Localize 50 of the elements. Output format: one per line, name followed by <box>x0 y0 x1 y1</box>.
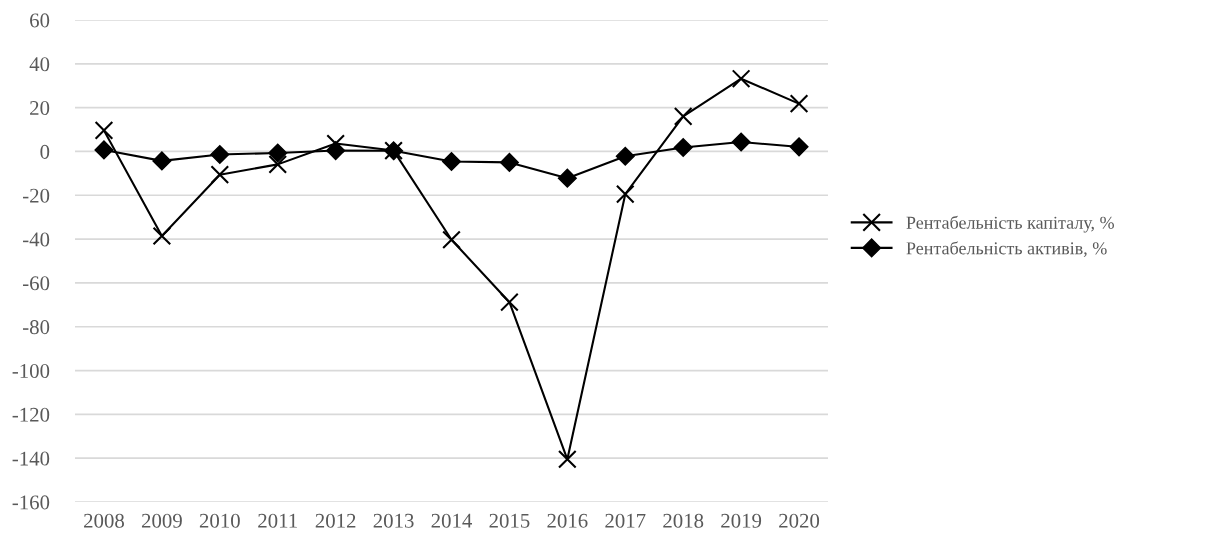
y-tick-label: -60 <box>23 276 50 291</box>
point <box>442 230 461 250</box>
x-tick-label: 2017 <box>605 513 646 528</box>
point <box>673 137 693 158</box>
point <box>789 137 809 157</box>
point <box>326 141 346 161</box>
point <box>615 146 635 166</box>
y-tick-label: -100 <box>12 363 50 378</box>
point <box>152 226 172 246</box>
y-tick-label: -20 <box>23 188 50 203</box>
y-tick-label: 20 <box>30 101 50 116</box>
x-tick-label: 2018 <box>663 513 704 528</box>
x-tick-label: 2013 <box>373 513 414 528</box>
point <box>499 152 519 172</box>
x-tick-label: 2015 <box>489 513 530 528</box>
point <box>210 144 230 165</box>
legend-label: Рентабельність активів, % <box>906 241 1107 257</box>
x-tick-label: 2012 <box>315 513 356 528</box>
point <box>94 140 114 160</box>
x-tick-label: 2014 <box>431 513 473 528</box>
point <box>731 69 751 89</box>
x-tick-label: 2016 <box>547 513 588 528</box>
x-tick-label: 2019 <box>721 513 762 528</box>
point <box>557 168 577 188</box>
y-tick-label: 60 <box>30 13 50 28</box>
point <box>152 151 172 171</box>
y-tick-label: -40 <box>23 232 50 247</box>
point <box>94 121 114 140</box>
legend-label: Рентабельність капіталу, % <box>906 215 1114 233</box>
y-tick-label: 40 <box>29 57 50 72</box>
y-tick-label: 0 <box>40 144 50 159</box>
point <box>441 151 462 172</box>
x-tick-label: 2008 <box>84 513 124 528</box>
y-tick-label: -80 <box>23 320 50 335</box>
x-tick-label: 2009 <box>141 513 182 528</box>
point <box>210 165 230 185</box>
point <box>615 184 635 204</box>
point <box>789 94 809 114</box>
point <box>268 143 288 163</box>
point <box>500 292 519 312</box>
x-tick-label: 2020 <box>779 513 820 528</box>
point <box>731 132 751 152</box>
y-tick-label: -120 <box>12 407 50 422</box>
x-tick-label: 2011 <box>258 513 297 528</box>
point <box>557 449 577 469</box>
point <box>673 107 693 126</box>
x-tick-label: 2010 <box>199 513 240 528</box>
y-tick-label: -140 <box>12 451 50 466</box>
y-tick-label: -160 <box>12 495 50 510</box>
point <box>268 155 288 174</box>
